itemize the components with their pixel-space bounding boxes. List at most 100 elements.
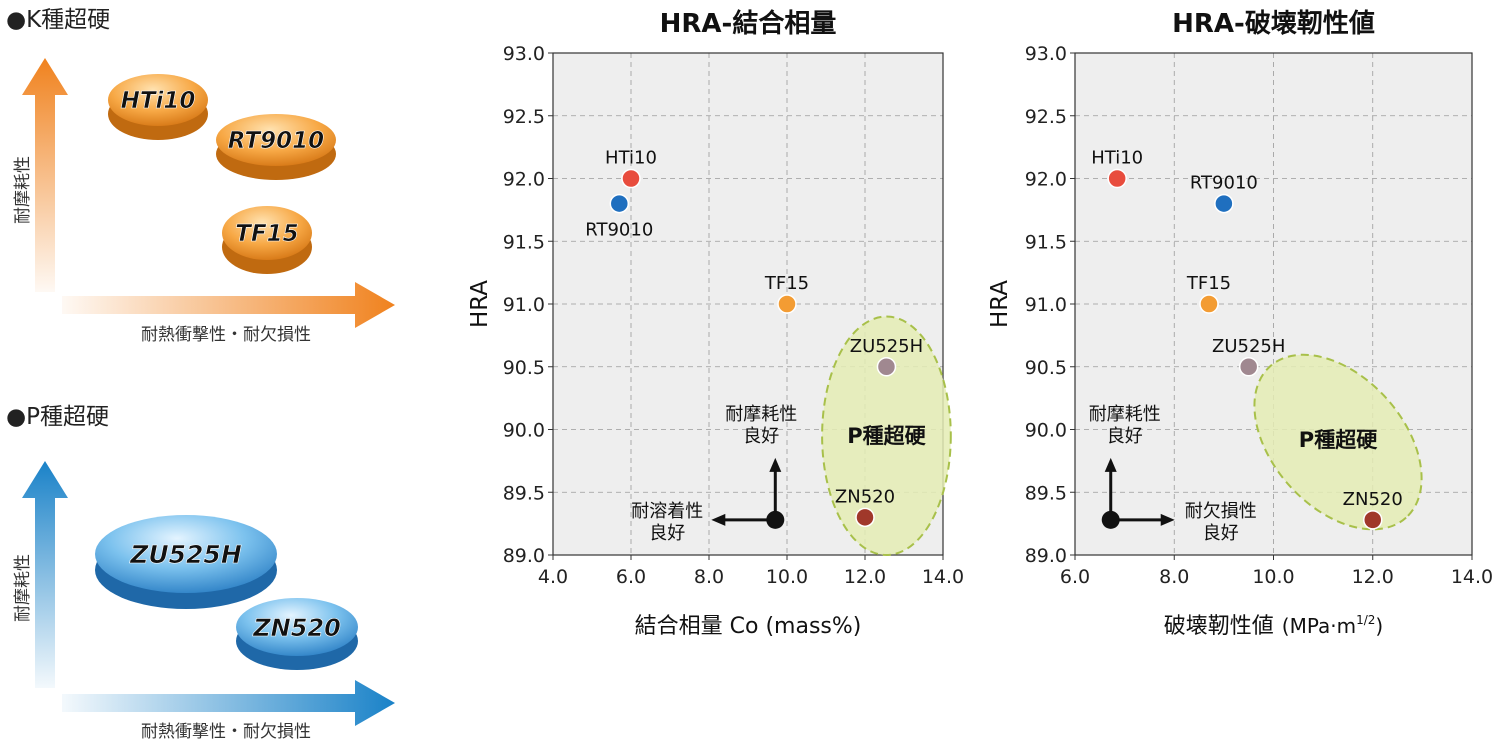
x-tick-label: 12.0 [844,566,886,588]
x-axis-label: 破壊靭性値 (MPa·m1/2) [1164,613,1383,639]
x-tick-label: 10.0 [1252,566,1294,588]
y-tick-label: 89.5 [503,482,545,504]
data-label-tf15: TF15 [1186,273,1231,294]
x-axis-label-close: ) [1375,614,1383,638]
legend-side-label: 耐欠損性 [1185,501,1257,522]
data-label-zu525h: ZU525H [1212,336,1285,357]
data-label-hti10: HTi10 [1091,148,1143,169]
p-grade-region-label: P種超硬 [1299,428,1378,452]
grade-disc-rt9010: RT9010 [216,114,336,180]
legend-arrowhead-up [769,457,782,472]
data-label-zu525h: ZU525H [850,336,923,357]
hra-vs-toughness-chart: HRA-破壊靭性値 6.0 8.0 10.0 12.0 14.0 89.0 89.5 90.0 9… [987,9,1493,639]
grade-disc-zu525h: ZU525H [95,515,277,609]
chart-title: HRA-結合相量 [660,8,837,39]
k-y-axis-label: 耐摩耗性 [13,156,33,224]
grade-label-zn520: ZN520 [252,614,341,642]
data-point-hti10 [1107,168,1127,189]
y-tick-label: 92.0 [503,169,545,191]
data-point-tf15 [1199,294,1219,314]
y-tick-label: 89.0 [1025,545,1067,567]
data-label-hti10: HTi10 [605,148,657,169]
legend-side-label: 耐溶着性 [631,501,703,522]
grade-disc-zn520: ZN520 [236,598,358,670]
p-grade-region [1253,353,1423,531]
data-label-zn520: ZN520 [835,486,895,507]
hra-vs-binder-chart: HRA-結合相量 4.0 6.0 8.0 10.0 12.0 14.0 89.0 89.5 90.… [467,8,964,639]
y-tick-label: 92.5 [1025,106,1067,128]
legend-arrowhead-side [1160,513,1175,526]
legend-arrowhead-up [1104,457,1117,472]
y-tick-label: 93.0 [503,43,545,65]
x-tick-label: 6.0 [616,566,646,588]
y-tick-label: 90.0 [503,420,545,442]
x-tick-label: 14.0 [1451,566,1493,588]
legend-side-label: 良好 [1203,523,1239,544]
grade-illustration-panel: ●K種超硬 耐摩耗性 耐熱衝撃性・耐欠損性 HTi10 RT9010 TF15 … [6,7,395,742]
y-tick-label: 89.5 [1025,482,1067,504]
grade-label-zu525h: ZU525H [129,540,242,569]
x-axis-label-main: 破壊靭性値 [1164,614,1274,639]
data-label-rt9010: RT9010 [1190,173,1258,194]
p-wear-resistance-arrow [22,461,68,688]
y-tick-label: 92.0 [1025,169,1067,191]
x-tick-label: 10.0 [766,566,808,588]
k-toughness-arrow [62,282,395,328]
data-label-zn520: ZN520 [1343,489,1403,510]
x-tick-label: 12.0 [1352,566,1394,588]
legend-arrow-origin [766,510,785,529]
data-point-zn520 [1363,510,1383,530]
grade-label-rt9010: RT9010 [228,128,324,154]
legend-arrowhead-side [711,513,726,526]
data-point-rt9010 [1214,193,1234,214]
data-point-tf15 [777,294,797,314]
y-tick-label: 91.5 [1025,231,1067,253]
x-tick-label: 6.0 [1060,566,1090,588]
x-tick-label: 4.0 [538,566,568,588]
p-x-axis-label: 耐熱衝撃性・耐欠損性 [141,722,311,742]
x-axis-label-main: 結合相量 Co (mass%) [635,614,862,639]
y-tick-label: 92.5 [503,106,545,128]
p-y-axis-label: 耐摩耗性 [13,554,33,622]
y-tick-label: 91.0 [1025,294,1067,316]
x-axis-label-unit: (MPa·m [1282,614,1356,638]
y-tick-label: 91.5 [503,231,545,253]
legend-up-label: 良好 [743,426,779,447]
legend-side-label: 良好 [649,523,685,544]
x-tick-label: 8.0 [694,566,724,588]
data-label-rt9010: RT9010 [585,220,653,241]
p-grade-region-label: P種超硬 [847,424,926,448]
y-axis-label: HRA [987,280,1013,328]
legend-up-label: 良好 [1107,426,1143,447]
p-toughness-arrow [62,680,395,726]
data-point-zn520 [855,507,875,528]
y-tick-label: 91.0 [503,294,545,316]
grade-disc-tf15: TF15 [222,206,312,274]
grade-disc-hti10: HTi10 [108,74,208,140]
y-tick-label: 90.5 [1025,357,1067,379]
data-label-tf15: TF15 [764,273,809,294]
data-point-zu525h [1238,357,1259,377]
k-wear-resistance-arrow [22,58,68,292]
legend-up-label: 耐摩耗性 [1089,404,1161,425]
y-axis-label: HRA [467,280,493,328]
x-tick-label: 8.0 [1159,566,1189,588]
p-grade-region [821,315,952,556]
legend-arrow-origin [1101,510,1120,529]
y-tick-label: 90.5 [503,357,545,379]
data-point-rt9010 [609,193,630,214]
grade-label-hti10: HTi10 [121,88,196,114]
y-tick-label: 93.0 [1025,43,1067,65]
p-section-heading: ●P種超硬 [6,404,109,430]
y-tick-label: 89.0 [503,545,545,567]
k-x-axis-label: 耐熱衝撃性・耐欠損性 [141,325,311,345]
chart-title: HRA-破壊靭性値 [1172,9,1375,39]
k-section-heading: ●K種超硬 [6,7,110,33]
data-point-hti10 [621,168,641,189]
data-point-zu525h [876,357,897,377]
legend-up-label: 耐摩耗性 [725,404,797,425]
x-tick-label: 14.0 [922,566,964,588]
x-axis-label-superscript: 1/2 [1356,613,1375,627]
x-axis-label: 結合相量 Co (mass%) [635,614,862,639]
y-tick-label: 90.0 [1025,420,1067,442]
